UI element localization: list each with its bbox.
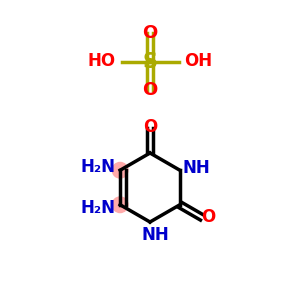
Text: NH: NH — [142, 226, 169, 244]
Text: OH: OH — [184, 52, 212, 70]
Text: H₂N: H₂N — [80, 158, 115, 176]
Text: H₂N: H₂N — [80, 199, 115, 217]
Circle shape — [112, 197, 128, 212]
Circle shape — [112, 162, 128, 178]
Text: O: O — [201, 208, 216, 226]
Text: NH: NH — [182, 159, 210, 177]
Text: HO: HO — [88, 52, 116, 70]
Text: S: S — [142, 52, 158, 71]
Text: O: O — [143, 118, 157, 136]
Text: O: O — [142, 81, 158, 99]
Text: O: O — [142, 24, 158, 42]
